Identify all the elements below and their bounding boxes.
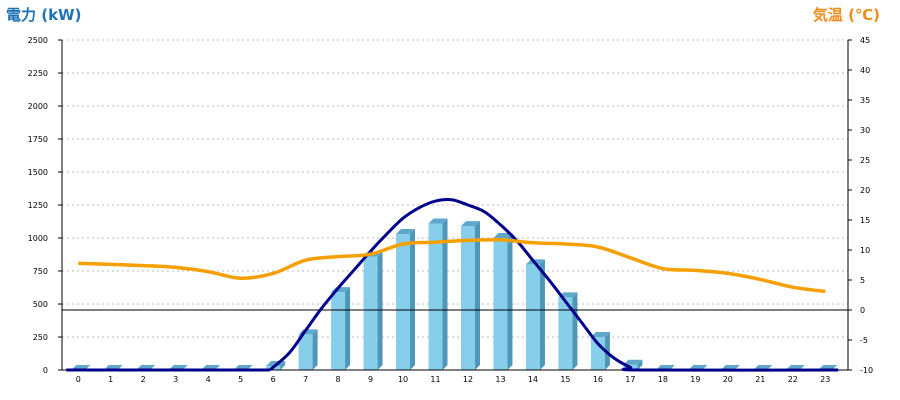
left-tick-label: 500 bbox=[33, 300, 48, 309]
right-tick-label: 25 bbox=[860, 156, 870, 165]
bar-side bbox=[410, 229, 416, 370]
bar-top bbox=[623, 359, 643, 365]
bar-side bbox=[474, 221, 480, 370]
bar-side bbox=[312, 329, 318, 370]
x-tick-label: 17 bbox=[625, 375, 635, 384]
x-tick-label: 20 bbox=[723, 375, 733, 384]
bar bbox=[363, 256, 378, 370]
bar-side bbox=[442, 218, 448, 370]
x-tick-label: 13 bbox=[495, 375, 505, 384]
right-tick-label: 20 bbox=[860, 186, 870, 195]
x-tick-label: 5 bbox=[238, 375, 243, 384]
x-tick-label: 21 bbox=[755, 375, 765, 384]
right-tick-label: 15 bbox=[860, 216, 870, 225]
x-tick-label: 15 bbox=[560, 375, 570, 384]
x-tick-label: 6 bbox=[271, 375, 276, 384]
x-tick-label: 8 bbox=[336, 375, 341, 384]
bar-top bbox=[428, 218, 448, 224]
right-tick-label: -5 bbox=[860, 336, 868, 345]
bar bbox=[331, 292, 346, 370]
bar bbox=[396, 234, 411, 370]
right-axis-label: 気温 (℃) bbox=[812, 6, 880, 24]
bar-side bbox=[280, 361, 286, 370]
x-tick-label: 1 bbox=[108, 375, 113, 384]
left-axis-label: 電力 (kW) bbox=[6, 6, 82, 24]
bar-top bbox=[590, 332, 610, 337]
bar bbox=[298, 334, 313, 370]
x-tick-label: 0 bbox=[76, 375, 81, 384]
right-tick-label: 35 bbox=[860, 96, 870, 105]
right-tick-label: 10 bbox=[860, 246, 870, 255]
bar-side bbox=[572, 292, 578, 370]
bar-top bbox=[396, 229, 416, 235]
right-tick-label: 40 bbox=[860, 66, 870, 75]
left-tick-label: 1750 bbox=[28, 135, 48, 144]
x-tick-label: 16 bbox=[593, 375, 603, 384]
right-tick-label: 0 bbox=[860, 306, 865, 315]
temperature-line bbox=[78, 237, 826, 294]
right-tick-label: 30 bbox=[860, 126, 870, 135]
x-tick-label: 12 bbox=[463, 375, 473, 384]
x-tick-label: 2 bbox=[141, 375, 146, 384]
left-tick-label: 250 bbox=[33, 333, 48, 342]
bar-side bbox=[377, 251, 383, 370]
x-tick-label: 9 bbox=[368, 375, 373, 384]
bar-side bbox=[507, 233, 513, 370]
right-tick-label: 45 bbox=[860, 36, 870, 45]
x-tick-label: 19 bbox=[690, 375, 700, 384]
left-tick-label: 1250 bbox=[28, 201, 48, 210]
left-tick-label: 750 bbox=[33, 267, 48, 276]
x-tick-label: 14 bbox=[528, 375, 538, 384]
right-tick-label: -10 bbox=[860, 366, 873, 375]
x-tick-label: 3 bbox=[173, 375, 178, 384]
left-tick-label: 2500 bbox=[28, 36, 48, 45]
x-tick-label: 4 bbox=[206, 375, 211, 384]
power-line bbox=[268, 197, 839, 372]
right-tick-label: 5 bbox=[860, 276, 865, 285]
left-tick-label: 1500 bbox=[28, 168, 48, 177]
bar bbox=[525, 264, 540, 370]
x-tick-label: 11 bbox=[430, 375, 440, 384]
bar bbox=[460, 226, 475, 370]
bar-side bbox=[637, 359, 643, 370]
x-tick-label: 7 bbox=[303, 375, 308, 384]
x-tick-label: 22 bbox=[788, 375, 798, 384]
left-tick-label: 1000 bbox=[28, 234, 48, 243]
bar-top bbox=[493, 233, 513, 238]
bar bbox=[493, 238, 508, 370]
x-tick-label: 10 bbox=[398, 375, 408, 384]
left-tick-label: 2000 bbox=[28, 102, 48, 111]
bar bbox=[428, 223, 443, 370]
bar-top bbox=[460, 221, 480, 227]
x-tick-label: 18 bbox=[658, 375, 668, 384]
x-tick-label: 23 bbox=[820, 375, 830, 384]
bar-side bbox=[539, 259, 545, 370]
bar bbox=[558, 297, 573, 370]
bar-side bbox=[345, 287, 351, 370]
left-tick-label: 2250 bbox=[28, 69, 48, 78]
left-tick-label: 0 bbox=[43, 366, 48, 375]
